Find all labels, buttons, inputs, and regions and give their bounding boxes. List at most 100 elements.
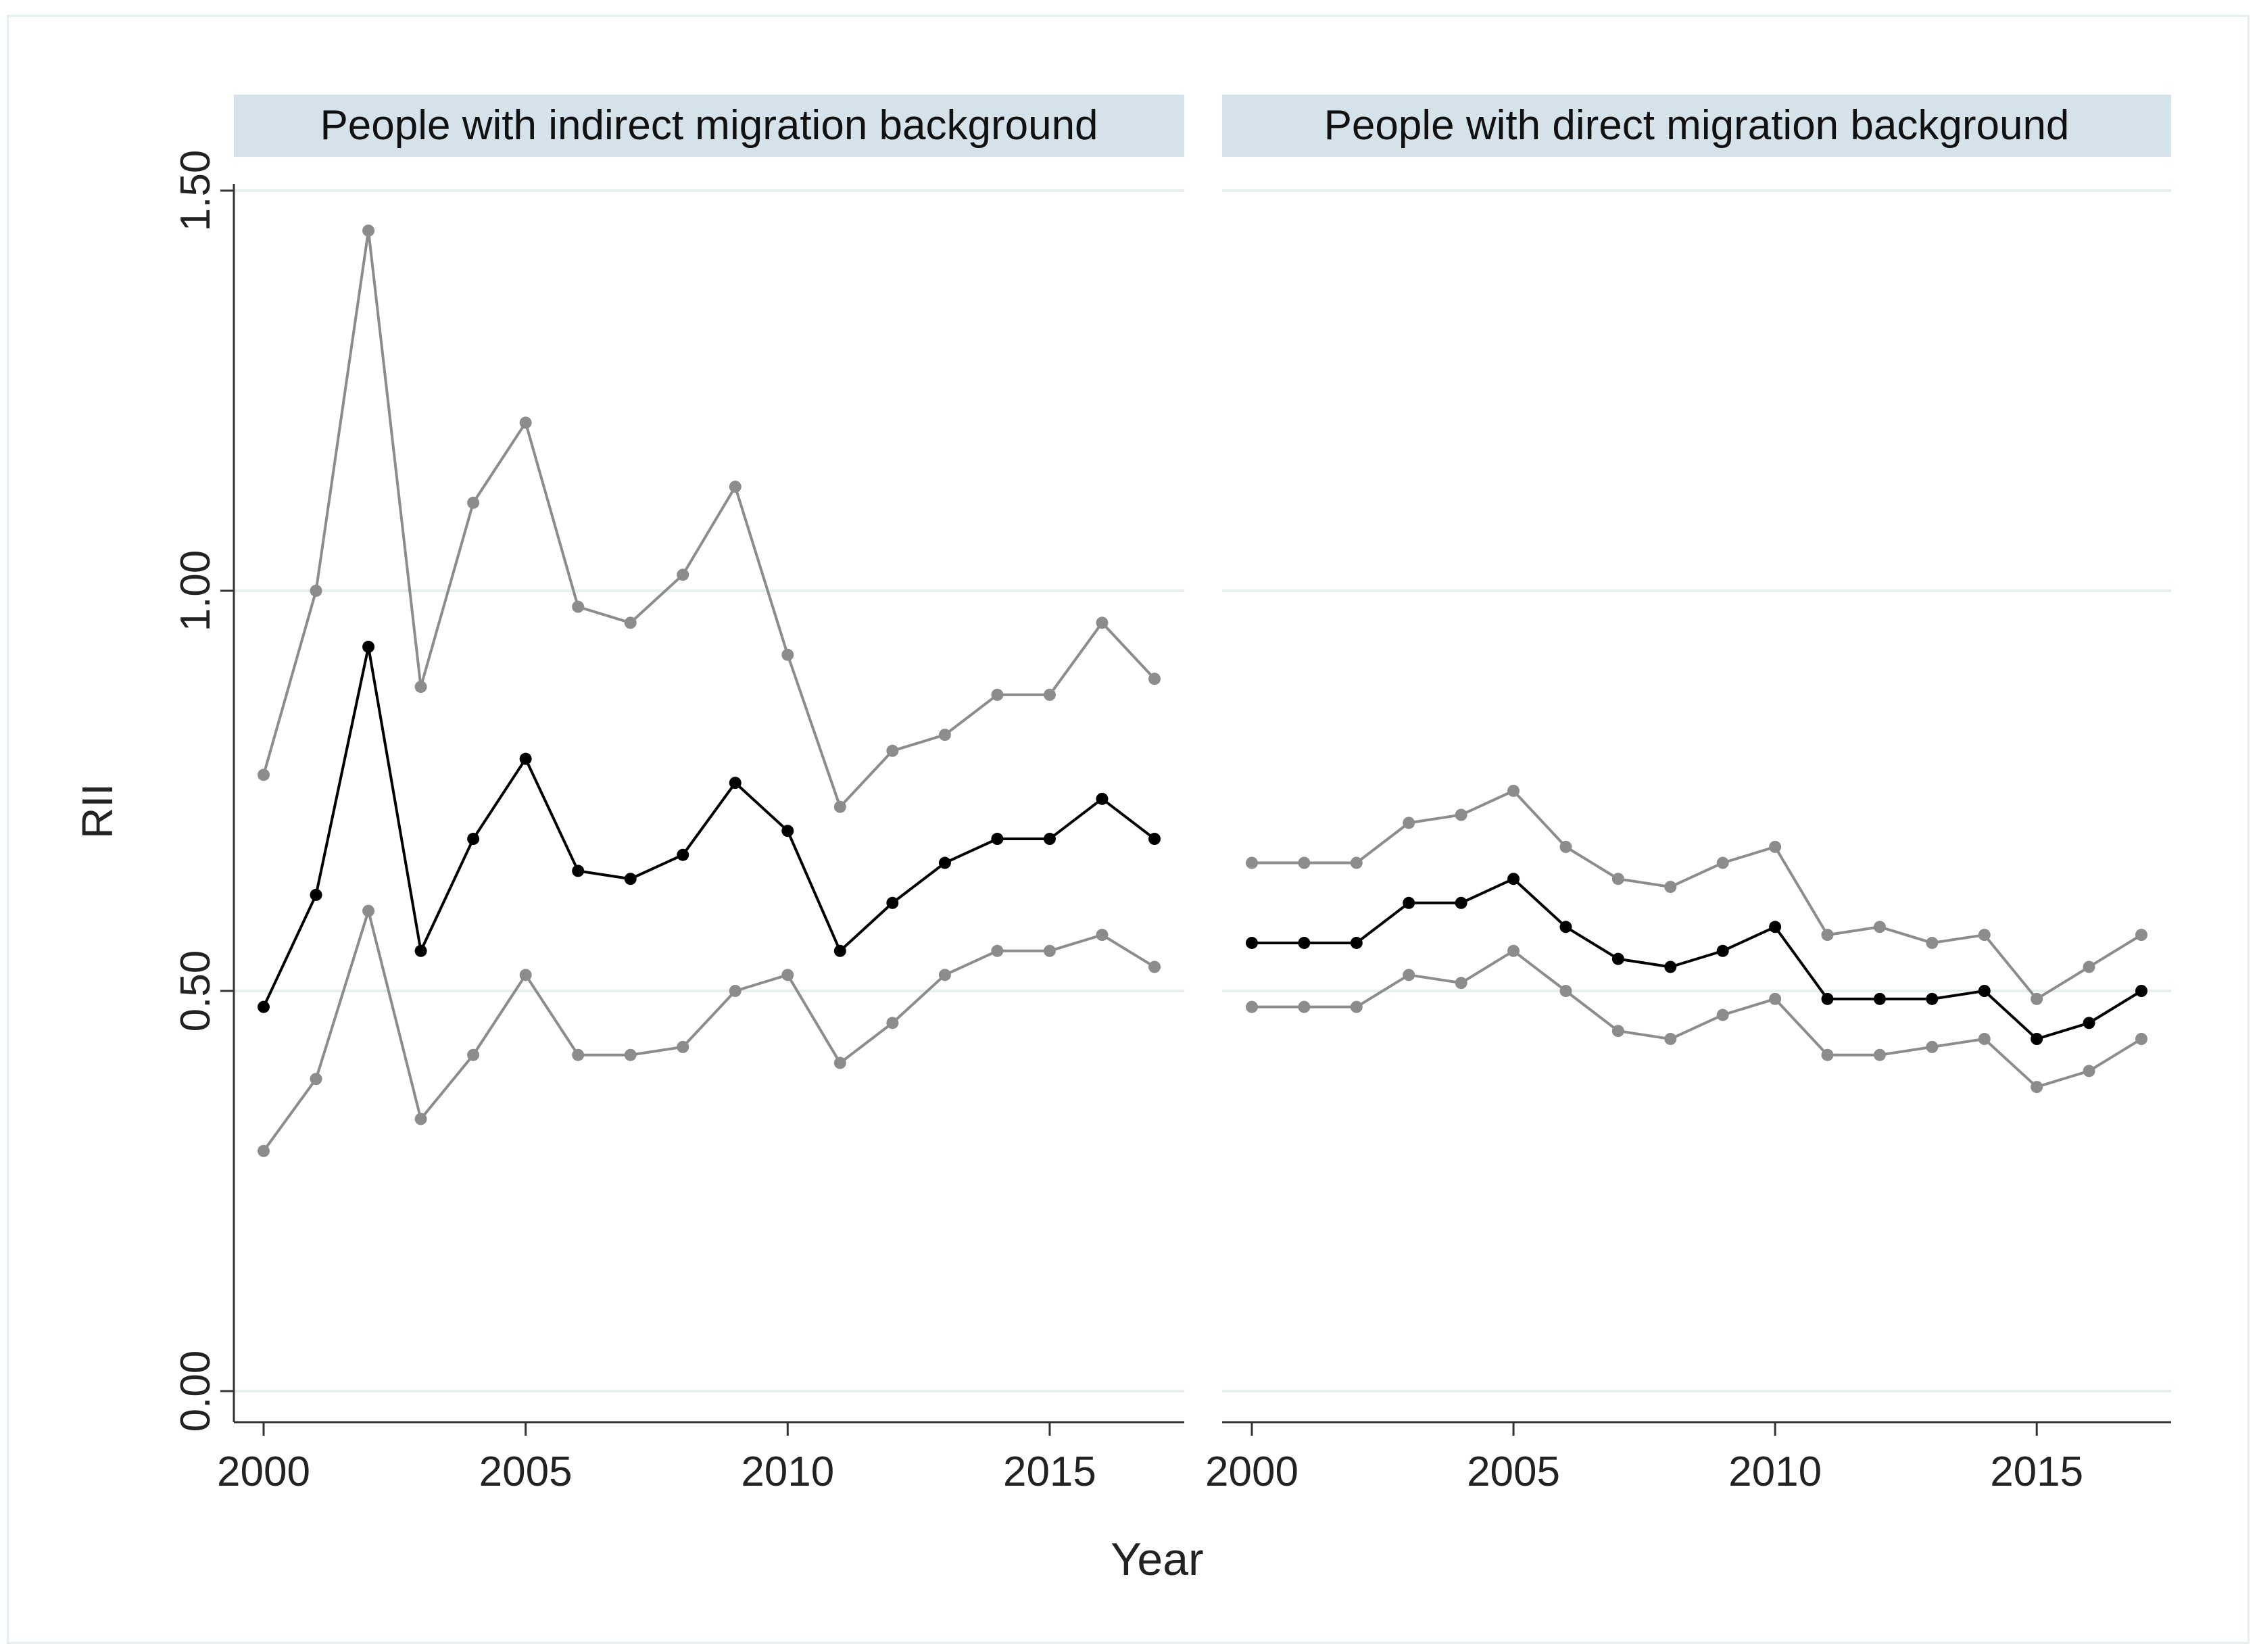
point-rii-2014 xyxy=(1978,985,1991,997)
point-lower-ci-2000 xyxy=(258,1144,270,1157)
point-rii-2014 xyxy=(991,833,1004,846)
point-upper-ci-2013 xyxy=(1926,936,1939,949)
point-rii-2005 xyxy=(1507,873,1520,885)
point-lower-ci-2010 xyxy=(1769,992,1782,1005)
point-upper-ci-2001 xyxy=(1298,856,1311,869)
point-lower-ci-2015 xyxy=(1043,944,1056,957)
point-upper-ci-2009 xyxy=(1716,856,1729,869)
series-rii xyxy=(258,640,1161,1013)
point-lower-ci-2013 xyxy=(938,969,951,981)
x-tick-label: 2010 xyxy=(1728,1449,1822,1495)
series-lower-ci xyxy=(1246,944,2147,1094)
y-tick-label: 1.50 xyxy=(172,150,219,232)
point-upper-ci-2007 xyxy=(624,616,637,629)
panel-2: People with direct migration background 2… xyxy=(1205,95,2171,1495)
point-upper-ci-2017 xyxy=(2135,929,2147,942)
point-rii-2002 xyxy=(1350,936,1363,949)
point-lower-ci-2016 xyxy=(1096,929,1109,942)
point-rii-2013 xyxy=(938,856,951,869)
point-lower-ci-2011 xyxy=(1821,1048,1834,1061)
point-upper-ci-2011 xyxy=(1821,929,1834,942)
point-rii-2003 xyxy=(414,944,427,957)
point-upper-ci-2008 xyxy=(677,568,689,581)
point-upper-ci-2016 xyxy=(2083,961,2095,973)
point-lower-ci-2003 xyxy=(1403,969,1415,981)
point-upper-ci-2005 xyxy=(1507,785,1520,797)
point-rii-2008 xyxy=(1664,961,1677,973)
series-line-upper-ci xyxy=(262,229,1156,808)
point-lower-ci-2005 xyxy=(519,969,532,981)
point-upper-ci-2010 xyxy=(781,648,794,661)
point-upper-ci-2015 xyxy=(2031,992,2043,1005)
point-lower-ci-2006 xyxy=(572,1048,585,1061)
point-rii-2012 xyxy=(886,896,899,909)
point-rii-2010 xyxy=(1769,921,1782,933)
point-upper-ci-2000 xyxy=(1246,856,1258,869)
point-upper-ci-2006 xyxy=(1559,840,1572,853)
point-rii-2001 xyxy=(310,888,322,901)
point-lower-ci-2014 xyxy=(991,944,1004,957)
series-line-lower-ci xyxy=(262,909,1156,1152)
point-upper-ci-2005 xyxy=(519,416,532,429)
point-upper-ci-2012 xyxy=(1873,921,1886,933)
point-rii-2011 xyxy=(833,944,846,957)
point-upper-ci-2009 xyxy=(729,481,742,493)
point-rii-2017 xyxy=(1148,833,1161,846)
point-lower-ci-2011 xyxy=(833,1056,846,1069)
y-tick-label: 0.50 xyxy=(172,950,219,1032)
point-lower-ci-2004 xyxy=(467,1048,480,1061)
point-rii-2015 xyxy=(1043,833,1056,846)
panel-title-strip xyxy=(1222,95,2171,157)
point-upper-ci-2017 xyxy=(1148,673,1161,685)
series-lower-ci xyxy=(258,904,1161,1157)
point-rii-2008 xyxy=(677,848,689,861)
point-upper-ci-2013 xyxy=(938,729,951,742)
point-rii-2002 xyxy=(362,640,375,653)
point-upper-ci-2016 xyxy=(1096,616,1109,629)
series-line-upper-ci xyxy=(1252,789,2143,1000)
point-upper-ci-2003 xyxy=(1403,817,1415,829)
point-upper-ci-2007 xyxy=(1611,873,1624,885)
point-rii-2000 xyxy=(1246,936,1258,949)
point-upper-ci-2014 xyxy=(1978,929,1991,942)
point-rii-2006 xyxy=(572,865,585,877)
point-lower-ci-2017 xyxy=(2135,1033,2147,1046)
point-lower-ci-2009 xyxy=(729,985,742,997)
series-upper-ci xyxy=(1246,785,2147,1005)
point-rii-2000 xyxy=(258,1000,270,1013)
point-upper-ci-2015 xyxy=(1043,688,1056,701)
y-axis-label: RII xyxy=(73,783,122,839)
point-rii-2003 xyxy=(1403,896,1415,909)
point-upper-ci-2006 xyxy=(572,600,585,613)
x-tick-label: 2010 xyxy=(741,1449,834,1495)
point-lower-ci-2000 xyxy=(1246,1000,1258,1013)
point-rii-2010 xyxy=(781,825,794,837)
point-rii-2004 xyxy=(1455,896,1467,909)
point-upper-ci-2014 xyxy=(991,688,1004,701)
point-rii-2013 xyxy=(1926,992,1939,1005)
series-line-rii xyxy=(1252,877,2143,1041)
point-upper-ci-2004 xyxy=(467,496,480,509)
series-line-lower-ci xyxy=(1252,949,2143,1089)
point-lower-ci-2010 xyxy=(781,969,794,981)
point-rii-2004 xyxy=(467,833,480,846)
point-lower-ci-2009 xyxy=(1716,1009,1729,1021)
point-rii-2012 xyxy=(1873,992,1886,1005)
y-tick-label: 0.00 xyxy=(172,1351,219,1432)
point-lower-ci-2007 xyxy=(624,1048,637,1061)
point-rii-2011 xyxy=(1821,992,1834,1005)
point-upper-ci-2000 xyxy=(258,769,270,781)
x-tick-label: 2005 xyxy=(479,1449,573,1495)
panel-title: People with indirect migration backgroun… xyxy=(320,102,1098,149)
x-tick-label: 2015 xyxy=(1003,1449,1096,1495)
point-lower-ci-2003 xyxy=(414,1113,427,1125)
x-tick-label: 2000 xyxy=(1205,1449,1298,1495)
x-tick-label: 2005 xyxy=(1467,1449,1560,1495)
point-rii-2007 xyxy=(624,873,637,885)
series-rii xyxy=(1246,873,2147,1046)
point-rii-2001 xyxy=(1298,936,1311,949)
point-rii-2017 xyxy=(2135,985,2147,997)
point-lower-ci-2001 xyxy=(310,1073,322,1086)
point-lower-ci-2017 xyxy=(1148,961,1161,973)
